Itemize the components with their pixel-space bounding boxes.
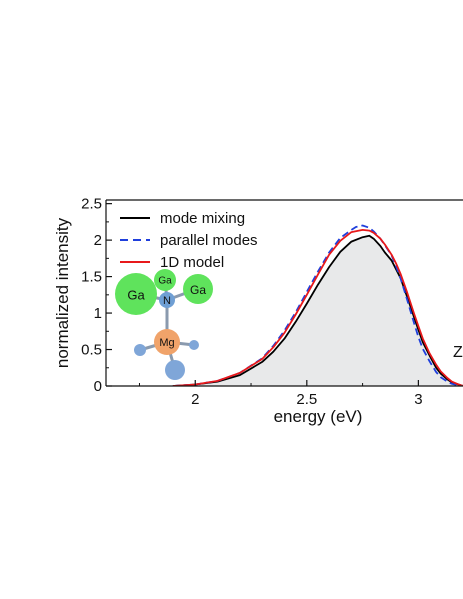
edge-label: Z xyxy=(453,344,463,361)
atom-label-ga-right: Ga xyxy=(190,283,206,297)
atom-label-ga-top: Ga xyxy=(158,276,172,287)
atom-mg xyxy=(154,329,180,355)
atom-label-ga-left: Ga xyxy=(127,288,145,303)
y-ticks: 0 0.5 1 1.5 2 2.5 xyxy=(81,196,112,395)
plot-area xyxy=(172,224,463,386)
y-tick-label: 1.5 xyxy=(81,269,102,286)
series-line-parallel-modes xyxy=(172,224,463,386)
legend-label: parallel modes xyxy=(160,232,258,249)
y-tick-label: 2 xyxy=(94,232,102,249)
atom-small-bottom xyxy=(165,360,185,380)
x-ticks: 2 2.5 3 xyxy=(138,380,423,408)
y-axis-title: normalized intensity xyxy=(53,217,72,368)
legend-label: mode mixing xyxy=(160,210,245,227)
atom-ga-top xyxy=(154,269,176,291)
molecule-inset: Ga Ga Ga N Mg xyxy=(115,269,213,380)
axes: 00.511.522.5 2 2.5 3 xyxy=(81,196,463,408)
legend-label: 1D model xyxy=(160,254,224,271)
x-tick-label: 2 xyxy=(191,391,199,408)
atom-label-n: N xyxy=(163,295,171,307)
atom-ga-left xyxy=(115,273,157,315)
x-axis-title: energy (eV) xyxy=(274,407,363,426)
atom-small-left xyxy=(134,344,146,356)
series-line-mode-mixing xyxy=(172,234,463,386)
atom-n xyxy=(159,292,175,308)
atom-small-right xyxy=(189,340,199,350)
y-tick-label: 2.5 xyxy=(81,196,102,213)
y-tick-label: 1 xyxy=(94,305,102,322)
series-fill-mode-mixing xyxy=(172,235,463,386)
series-line-1d-model xyxy=(172,229,463,386)
series-layer xyxy=(172,224,463,386)
x-tick-label: 2.5 xyxy=(296,391,317,408)
y-tick-label: 0.5 xyxy=(81,342,102,359)
y-tick-label: 0 xyxy=(94,378,102,395)
atom-ga-right xyxy=(183,274,213,304)
atom-label-mg: Mg xyxy=(159,337,174,349)
x-tick-label: 3 xyxy=(414,391,422,408)
legend: mode mixing parallel modes 1D model xyxy=(120,210,258,271)
